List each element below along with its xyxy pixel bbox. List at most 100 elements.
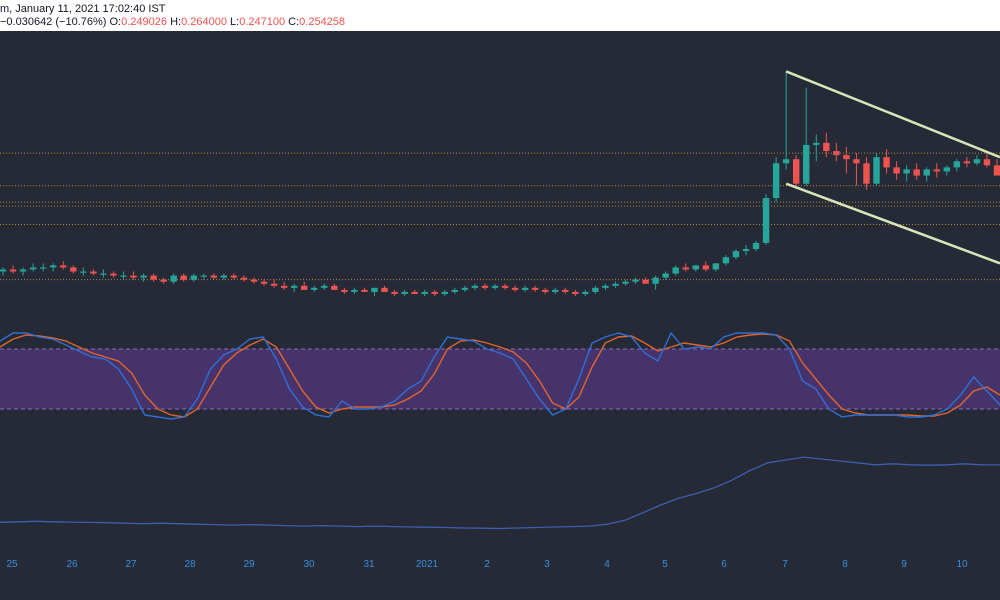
time-axis-label: 9 — [901, 559, 907, 570]
candle-body — [803, 144, 810, 184]
candle-body — [250, 279, 258, 282]
candle-body — [19, 269, 27, 272]
candle-body — [0, 269, 7, 272]
candle-body — [431, 291, 438, 294]
time-axis-label: 2021 — [416, 559, 439, 570]
candle-body — [682, 267, 689, 270]
candle-body — [471, 285, 479, 288]
candle-body — [531, 287, 539, 290]
descending-channel — [785, 70, 1000, 265]
candle-body — [983, 159, 991, 166]
candle-body — [772, 163, 780, 198]
candle-body — [230, 275, 238, 278]
candle-body — [923, 169, 930, 176]
high-value: 0.264000 — [181, 16, 227, 28]
candle-body — [552, 289, 559, 292]
close-label: C: — [288, 16, 300, 28]
candle-body — [582, 291, 589, 294]
candle-body — [652, 277, 659, 284]
candle-body — [843, 155, 850, 160]
candle-body — [100, 273, 107, 275]
candle-body — [612, 283, 619, 286]
candle-body — [240, 277, 248, 280]
time-axis-label: 2 — [484, 559, 490, 570]
bottom-indicator-pane — [0, 456, 1000, 530]
candle-body — [39, 267, 47, 269]
candle-body — [110, 273, 117, 276]
time-axis: 25 26 27 28 29 30 31 2021 2 3 4 5 6 7 8 9 10 — [6, 559, 968, 570]
candle-body — [150, 275, 157, 280]
candle-body — [562, 289, 569, 292]
candle-body — [873, 157, 880, 184]
candle-body — [391, 291, 398, 294]
chart-background — [0, 31, 1000, 600]
time-axis-label: 8 — [842, 559, 848, 570]
candle-body — [913, 169, 920, 176]
high-label: H: — [170, 16, 182, 28]
candle-body — [361, 289, 368, 292]
candle-body — [180, 275, 187, 280]
candle-body — [170, 275, 177, 282]
candle-body — [702, 265, 710, 270]
candle-body — [421, 291, 428, 294]
stoch-k-line — [0, 331, 1000, 420]
time-axis-label: 4 — [604, 559, 610, 570]
time-axis-label: 30 — [303, 559, 315, 570]
candle-body — [301, 285, 308, 290]
candle-body — [511, 287, 519, 290]
candle-body — [311, 287, 318, 290]
candle-body — [692, 265, 699, 270]
candle-body — [80, 271, 87, 273]
candle-body — [190, 275, 197, 280]
candle-body — [823, 142, 830, 152]
candle-body — [401, 291, 408, 294]
candle-body — [90, 271, 97, 274]
candle-body — [953, 161, 961, 168]
candle-body — [973, 159, 981, 164]
candle-body — [863, 163, 870, 184]
candle-body — [9, 269, 17, 272]
candle-body — [853, 159, 860, 164]
candle-body — [732, 251, 740, 258]
candle-body — [963, 161, 971, 164]
candle-body — [833, 151, 840, 156]
candle-body — [381, 287, 388, 292]
candle-body — [491, 285, 499, 288]
candle-body — [260, 281, 268, 284]
candle-body — [521, 287, 529, 290]
candle-body — [270, 283, 278, 286]
low-label: L: — [230, 16, 240, 28]
time-axis-label: 28 — [184, 559, 196, 570]
candle-body — [572, 291, 579, 294]
candle-body — [321, 285, 328, 288]
candle-body — [160, 279, 167, 282]
time-axis-label: 26 — [66, 559, 78, 570]
candle-body — [782, 159, 790, 164]
candle-body — [331, 285, 338, 290]
time-axis-label: 5 — [662, 559, 668, 570]
candle-body — [210, 275, 218, 278]
candle-body — [642, 279, 649, 284]
candle-body — [481, 285, 489, 288]
channel-upper-line — [785, 70, 1000, 159]
candle-body — [461, 287, 469, 290]
candle-body — [441, 291, 448, 294]
low-value: 0.247100 — [239, 16, 286, 28]
candle-body — [933, 169, 940, 172]
chart-canvas[interactable]: 25 26 27 28 29 30 31 2021 2 3 4 5 6 7 8 9 10 — [0, 31, 1000, 600]
time-axis-label: 27 — [125, 559, 137, 570]
candle-body — [351, 289, 358, 292]
candle-body — [592, 287, 599, 292]
time-axis-label: 3 — [544, 559, 550, 570]
candle-body — [893, 167, 900, 174]
candle-body — [602, 285, 609, 288]
candle-body — [341, 289, 348, 292]
candlestick-series — [0, 71, 1000, 296]
bottom-indicator-line — [0, 456, 1000, 530]
channel-lower-line — [785, 182, 1000, 265]
chart-header: m, January 11, 2021 17:02:40 IST −0.0306… — [0, 0, 1000, 31]
time-axis-label: 29 — [243, 559, 255, 570]
candle-body — [60, 265, 67, 268]
candle-body — [501, 285, 509, 288]
